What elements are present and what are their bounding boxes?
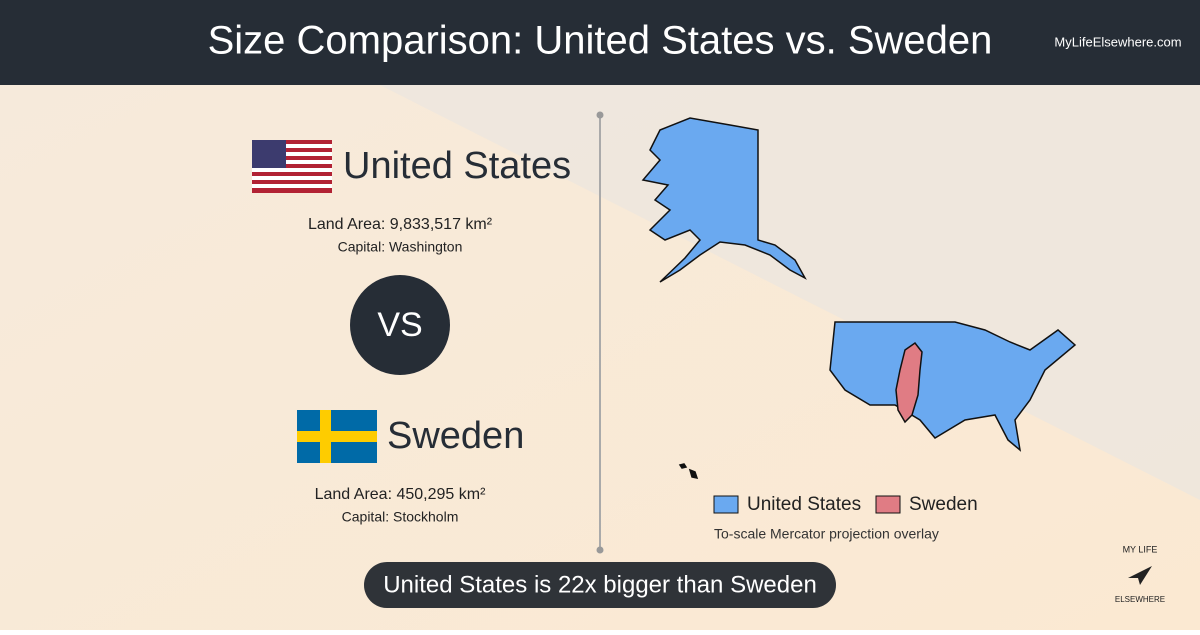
footer-pill [364, 562, 836, 608]
us-map [641, 117, 1077, 479]
site-name: MyLifeElsewhere.com [1054, 34, 1181, 49]
header-bar [0, 0, 1200, 85]
footer-text: United States is 22x bigger than Sweden [383, 571, 817, 598]
us-flag [252, 140, 332, 193]
title: Size Comparison: United States vs. Swede… [208, 19, 993, 63]
legend-label: Sweden [909, 494, 978, 515]
land-area: Land Area: 450,295 km² [315, 486, 486, 503]
divider-dot [596, 111, 604, 119]
country-name: United States [343, 145, 571, 187]
vs-text: VS [377, 306, 422, 344]
logo-text: MY LIFE [1123, 544, 1158, 554]
country-name: Sweden [387, 415, 524, 457]
legend-swatch [875, 495, 901, 514]
land-area: Land Area: 9,833,517 km² [308, 216, 493, 233]
logo-plane [1128, 566, 1152, 585]
capital: Capital: Washington [338, 239, 463, 255]
capital: Capital: Stockholm [342, 509, 459, 525]
vs-badge [350, 275, 450, 375]
sweden-map [895, 341, 923, 424]
legend-swatch [713, 495, 739, 514]
sweden-flag [297, 410, 377, 463]
map-note: To-scale Mercator projection overlay [714, 526, 939, 542]
legend-label: United States [747, 494, 861, 515]
divider-dot [596, 546, 604, 554]
logo-text: ELSEWHERE [1115, 595, 1165, 604]
